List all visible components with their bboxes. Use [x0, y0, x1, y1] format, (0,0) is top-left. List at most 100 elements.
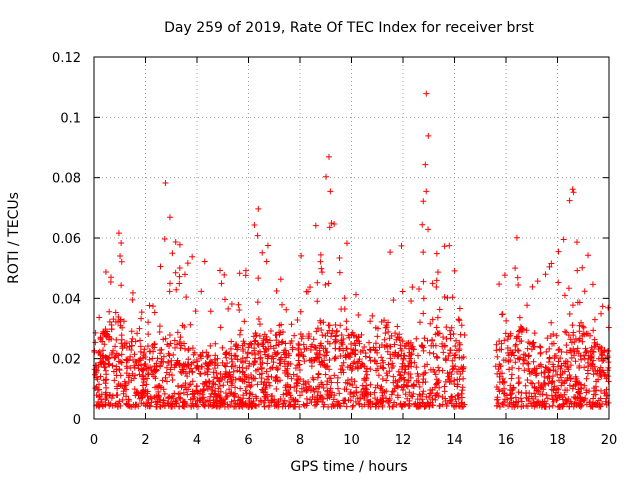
data-point [176, 280, 183, 287]
data-point [236, 368, 243, 375]
data-point [256, 321, 263, 328]
data-point [560, 401, 567, 408]
axis-ticks [93, 56, 610, 420]
data-point [409, 382, 416, 389]
data-point [542, 271, 549, 278]
data-point [363, 375, 370, 382]
data-point [308, 363, 315, 370]
data-point [348, 376, 355, 383]
data-point [362, 368, 369, 375]
data-point [525, 353, 532, 360]
data-point [319, 332, 326, 339]
data-point [286, 398, 293, 405]
data-point [418, 342, 425, 349]
data-point [255, 341, 262, 348]
data-point [405, 363, 412, 370]
data-point [454, 376, 461, 383]
data-point [326, 394, 333, 401]
data-point [234, 367, 241, 374]
data-point [454, 381, 461, 388]
data-point [106, 308, 113, 315]
data-point [595, 397, 602, 404]
data-point [433, 250, 440, 257]
data-point [197, 370, 204, 377]
data-point [277, 276, 284, 283]
data-point [389, 388, 396, 395]
data-point [336, 269, 343, 276]
data-point [102, 333, 109, 340]
x-tick-labels: 0 2 4 6 8 10 12 14 16 18 20 [90, 433, 617, 448]
data-point [251, 359, 258, 366]
data-point [236, 270, 243, 277]
data-point [151, 309, 158, 316]
data-point [459, 399, 466, 406]
data-point [507, 395, 514, 402]
data-point [432, 396, 439, 403]
data-point [515, 347, 522, 354]
data-point [576, 400, 583, 407]
data-point [211, 390, 218, 397]
data-point [385, 319, 392, 326]
data-point [279, 403, 286, 410]
data-point [343, 403, 350, 410]
data-point [531, 343, 538, 350]
data-point [558, 382, 565, 389]
data-point [120, 318, 127, 325]
data-point [429, 386, 436, 393]
data-point [459, 387, 466, 394]
data-point [312, 344, 319, 351]
data-point [527, 379, 534, 386]
data-point [264, 242, 271, 249]
data-point [456, 317, 463, 324]
data-point [554, 371, 561, 378]
data-point [408, 297, 415, 304]
data-point [112, 309, 119, 316]
data-point [205, 402, 212, 409]
data-point [138, 315, 145, 322]
data-point [580, 352, 587, 359]
data-point [320, 345, 327, 352]
data-point [378, 398, 385, 405]
data-point [531, 365, 538, 372]
data-point [598, 349, 605, 356]
data-point [255, 205, 262, 212]
data-point [364, 371, 371, 378]
data-point [378, 318, 385, 325]
data-point [409, 284, 416, 291]
data-point [95, 350, 102, 357]
data-point [116, 398, 123, 405]
data-point [258, 365, 265, 372]
data-point [566, 311, 573, 318]
data-point [546, 354, 553, 361]
data-point [272, 351, 279, 358]
data-point [181, 271, 188, 278]
data-point [217, 371, 224, 378]
data-point [361, 344, 368, 351]
data-point [318, 327, 325, 334]
data-point [104, 355, 111, 362]
data-point [436, 384, 443, 391]
data-point [406, 389, 413, 396]
data-point [118, 332, 125, 339]
data-point [298, 385, 305, 392]
data-point [356, 340, 363, 347]
data-point [385, 399, 392, 406]
data-point [423, 188, 430, 195]
data-point [260, 340, 267, 347]
data-point [243, 390, 250, 397]
data-point [524, 345, 531, 352]
data-point [367, 381, 374, 388]
data-point [244, 354, 251, 361]
data-point [537, 344, 544, 351]
data-point [116, 366, 123, 373]
y-tick-labels: 0 0.02 0.04 0.06 0.08 0.1 0.12 [52, 51, 81, 428]
data-point [106, 318, 113, 325]
data-point [136, 371, 143, 378]
data-point [415, 285, 422, 292]
data-point [505, 333, 512, 340]
data-point [319, 269, 326, 276]
data-point [355, 358, 362, 365]
data-point [141, 362, 148, 369]
data-point [435, 330, 442, 337]
data-point [446, 397, 453, 404]
